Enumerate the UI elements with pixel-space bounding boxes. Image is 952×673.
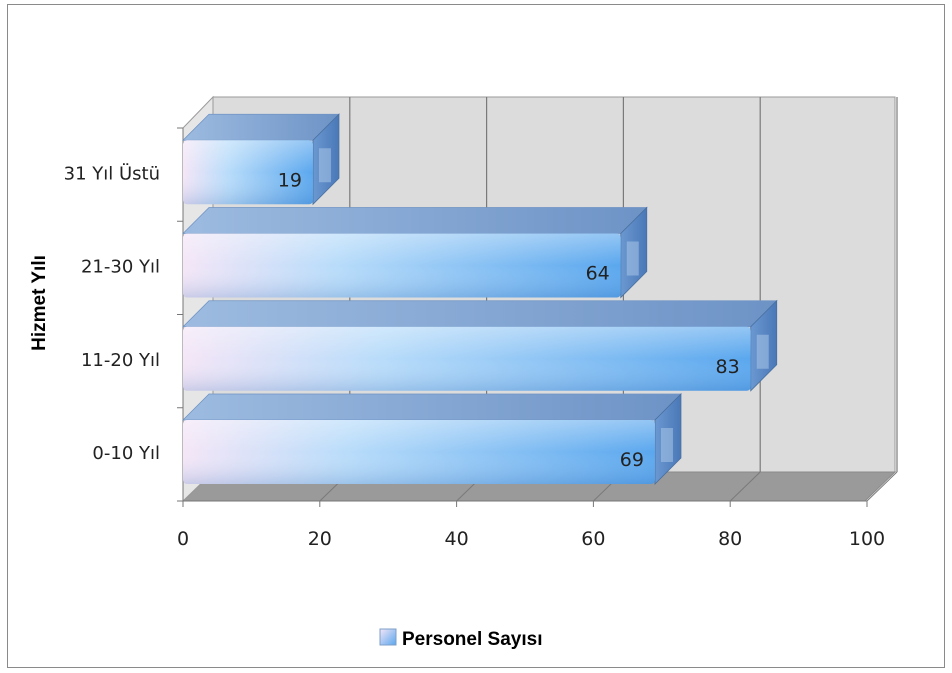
data-label: 19 (278, 169, 302, 191)
bar-end-highlight (660, 428, 673, 462)
bar-shading (183, 233, 621, 298)
category-label: 0-10 Yıl (92, 443, 160, 464)
bars: 69 83 64 19 (182, 113, 778, 485)
data-label: 83 (716, 356, 740, 378)
legend-swatch (379, 628, 397, 646)
category-label: 31 Yıl Üstü (64, 162, 160, 184)
bar-end-highlight (756, 334, 769, 369)
bar-shading (183, 140, 313, 205)
category-labels: 0-10 Yıl 11-20 Yıl 21-30 Yıl 31 Yıl Üstü (64, 162, 160, 464)
bar-top-face (182, 393, 682, 421)
x-tick-label: 20 (308, 528, 332, 550)
bar-top-face (182, 113, 340, 141)
bar-shading (183, 326, 751, 391)
bar-end-highlight (318, 148, 331, 183)
legend-label: Personel Sayısı (402, 629, 542, 650)
x-tick-label: 60 (581, 528, 605, 550)
x-tick-label: 0 (177, 528, 189, 550)
legend: Personel Sayısı (379, 628, 542, 650)
category-label: 11-20 Yıl (81, 350, 160, 371)
bar-top-face (182, 207, 648, 234)
x-tick-labels: 0 20 40 60 80 100 (177, 528, 885, 550)
category-label: 21-30 Yıl (81, 257, 160, 278)
bar-top-face (182, 300, 778, 328)
data-label: 69 (620, 449, 644, 471)
x-tick-label: 40 (445, 528, 469, 550)
y-axis-title: Hizmet Yılı (29, 255, 50, 351)
x-tick-label: 100 (849, 528, 885, 550)
bar-end-highlight (626, 241, 639, 276)
x-tick-label: 80 (718, 528, 742, 550)
floor-gridline-4 (729, 471, 761, 502)
floor-gridline-5 (866, 471, 898, 502)
data-label: 64 (586, 263, 610, 285)
bar-shading (183, 420, 655, 484)
